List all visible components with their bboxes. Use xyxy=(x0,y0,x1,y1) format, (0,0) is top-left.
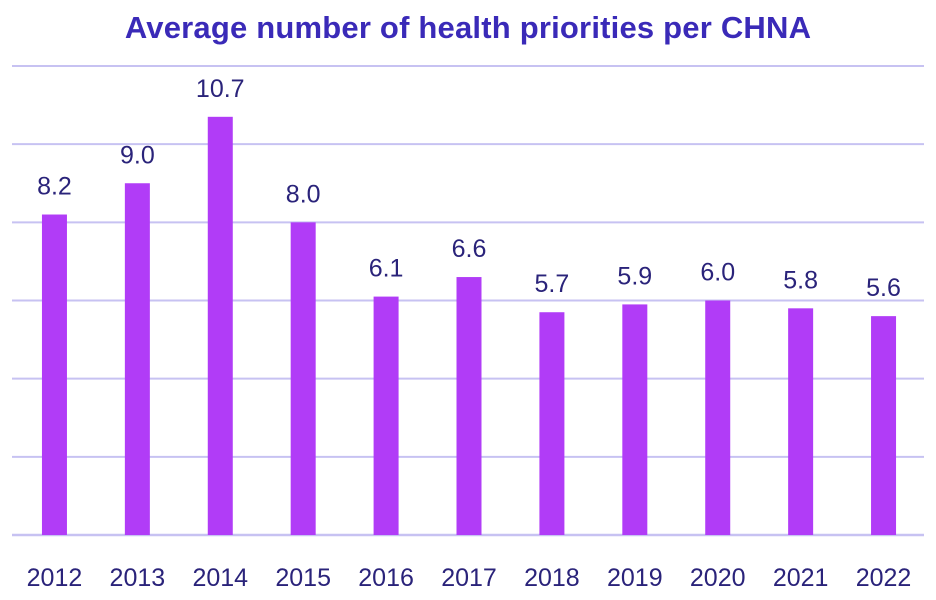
bar-2015 xyxy=(290,222,316,536)
x-tick-labels: 2012 2013 2014 2015 2016 2017 2018 2019 2020 2021… xyxy=(27,564,912,592)
value-label-2014: 10.7 xyxy=(196,75,245,103)
chart-title: Average number of health priorities per … xyxy=(124,10,812,45)
bar-2021 xyxy=(788,308,814,535)
value-label-2020: 6.0 xyxy=(700,259,735,287)
x-tick-label-2019: 2019 xyxy=(607,564,663,592)
bar-2018 xyxy=(539,312,565,535)
value-label-2022: 5.6 xyxy=(866,274,901,302)
x-tick-label-2014: 2014 xyxy=(192,564,248,592)
x-tick-label-2020: 2020 xyxy=(690,564,746,592)
value-label-2018: 5.7 xyxy=(535,270,570,298)
value-label-2013: 9.0 xyxy=(120,141,155,169)
value-label-2015: 8.0 xyxy=(286,180,321,208)
x-tick-label-2021: 2021 xyxy=(773,564,829,592)
x-tick-label-2022: 2022 xyxy=(856,564,912,592)
x-tick-label-2012: 2012 xyxy=(27,564,83,592)
value-label-2016: 6.1 xyxy=(369,255,404,283)
bar-2016 xyxy=(373,296,399,535)
x-tick-label-2018: 2018 xyxy=(524,564,580,592)
bar-2014 xyxy=(207,116,233,535)
x-tick-label-2016: 2016 xyxy=(358,564,414,592)
x-tick-label-2015: 2015 xyxy=(275,564,331,592)
bar-2012 xyxy=(41,214,67,535)
bar-2019 xyxy=(622,304,648,535)
value-labels: 8.2 9.0 10.7 8.0 6.1 6.6 5.7 5.9 6.0 5.8 5.6 xyxy=(37,75,901,302)
x-tick-label-2013: 2013 xyxy=(110,564,166,592)
value-label-2017: 6.6 xyxy=(452,235,487,263)
bar-2017 xyxy=(456,277,482,535)
value-label-2019: 5.9 xyxy=(617,262,652,290)
bar-2013 xyxy=(124,183,150,535)
value-label-2021: 5.8 xyxy=(783,266,818,294)
bar-2020 xyxy=(705,300,731,535)
bars xyxy=(41,116,897,536)
bar-2022 xyxy=(871,316,897,535)
value-label-2012: 8.2 xyxy=(37,173,72,201)
x-tick-label-2017: 2017 xyxy=(441,564,497,592)
